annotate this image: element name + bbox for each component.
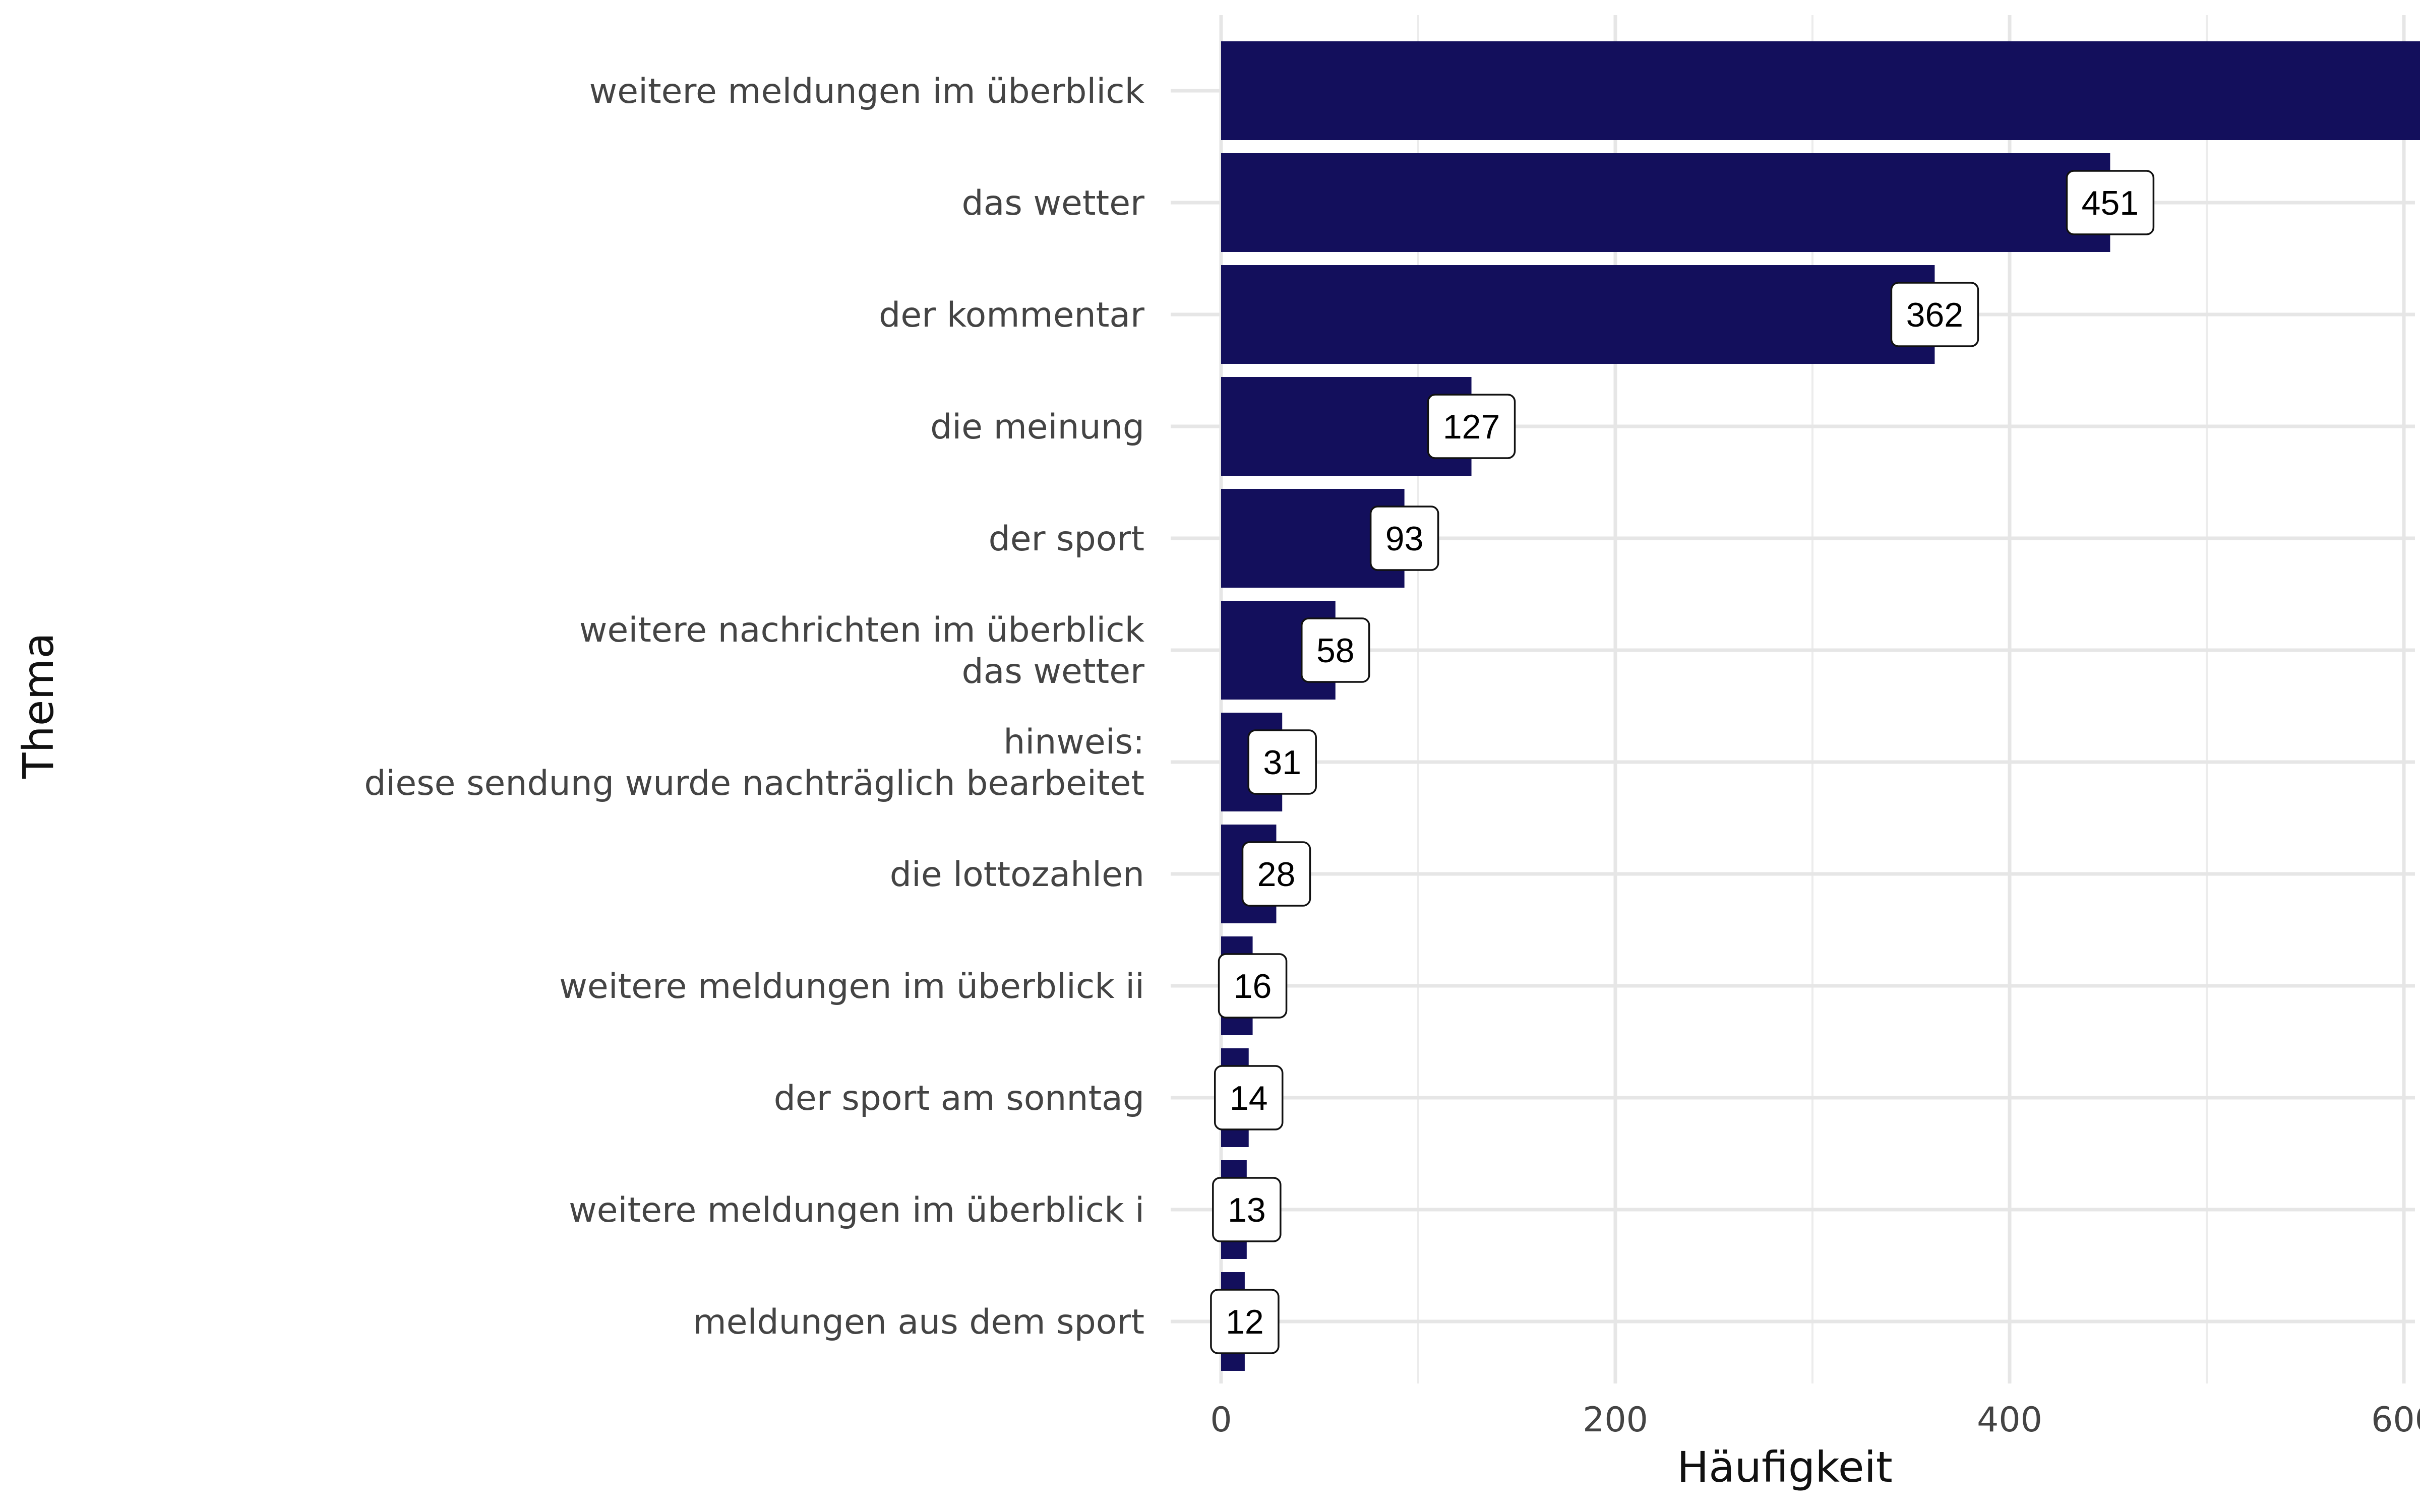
category-label: weitere meldungen im überblick i xyxy=(569,1190,1144,1230)
category-label: der kommentar xyxy=(879,295,1144,335)
data-label: 13 xyxy=(1212,1177,1282,1242)
data-label-text: 127 xyxy=(1443,408,1500,446)
data-label: 31 xyxy=(1247,729,1317,795)
category-label: weitere meldungen im überblick xyxy=(589,72,1145,111)
data-label-text: 58 xyxy=(1316,632,1355,670)
category-label: hinweis: diese sendung wurde nachträglich… xyxy=(364,722,1144,803)
data-label-text: 14 xyxy=(1230,1079,1268,1117)
data-label-text: 28 xyxy=(1257,855,1296,894)
data-label-text: 16 xyxy=(1234,967,1272,1005)
data-label-box xyxy=(1369,506,1439,571)
x-axis-title: Häufigkeit xyxy=(1677,1442,1893,1492)
category-label: meldungen aus dem sport xyxy=(693,1302,1144,1342)
bars xyxy=(1221,41,2420,1371)
data-label: 451 xyxy=(2066,170,2155,235)
data-label-box xyxy=(2066,170,2155,235)
category-label: der sport xyxy=(989,519,1144,559)
data-label: 362 xyxy=(1890,282,1979,347)
category-label: weitere meldungen im überblick ii xyxy=(559,967,1144,1006)
data-labels: 6974513621279358312816141312 xyxy=(1210,170,2155,1354)
data-label: 93 xyxy=(1369,506,1439,571)
category-label: die meinung xyxy=(930,407,1144,447)
data-label-text: 451 xyxy=(2082,184,2139,222)
data-label-box xyxy=(1241,841,1311,907)
data-label-box xyxy=(1212,1177,1282,1242)
y-axis-categories: weitere meldungen im überblick das wetter… xyxy=(364,72,1144,1342)
data-label-box xyxy=(1890,282,1979,347)
data-label-text: 12 xyxy=(1226,1303,1264,1341)
data-label-box xyxy=(1218,953,1288,1019)
category-label: die lottozahlen xyxy=(890,855,1144,895)
data-label-text: 93 xyxy=(1385,520,1424,558)
bar xyxy=(1221,41,2420,140)
data-label-box xyxy=(1427,394,1516,459)
data-label: 127 xyxy=(1427,394,1516,459)
x-tick-label: 0 xyxy=(1210,1400,1232,1440)
data-label-text: 31 xyxy=(1263,743,1301,782)
data-label-text: 362 xyxy=(1906,296,1963,334)
x-tick-label: 200 xyxy=(1583,1400,1648,1440)
data-label: 14 xyxy=(1214,1065,1284,1130)
data-label: 16 xyxy=(1218,953,1288,1019)
data-label-box xyxy=(1301,617,1370,683)
data-label-box xyxy=(1214,1065,1284,1130)
x-tick-label: 600 xyxy=(2371,1400,2420,1440)
data-label: 28 xyxy=(1241,841,1311,907)
data-label-text: 13 xyxy=(1228,1191,1266,1229)
data-label: 12 xyxy=(1210,1289,1280,1354)
data-label-box xyxy=(1210,1289,1280,1354)
y-axis-title: Thema xyxy=(14,633,63,779)
x-axis-ticks: 0 200 400 600 xyxy=(1210,1400,2420,1440)
bar xyxy=(1221,265,1935,364)
bar xyxy=(1221,153,2110,252)
x-tick-label: 400 xyxy=(1977,1400,2042,1440)
category-label: der sport am sonntag xyxy=(774,1079,1144,1118)
data-label-box xyxy=(1247,729,1317,795)
category-label: das wetter xyxy=(962,183,1144,223)
data-label: 58 xyxy=(1301,617,1370,683)
category-label: weitere nachrichten im überblick das wett… xyxy=(579,610,1145,691)
